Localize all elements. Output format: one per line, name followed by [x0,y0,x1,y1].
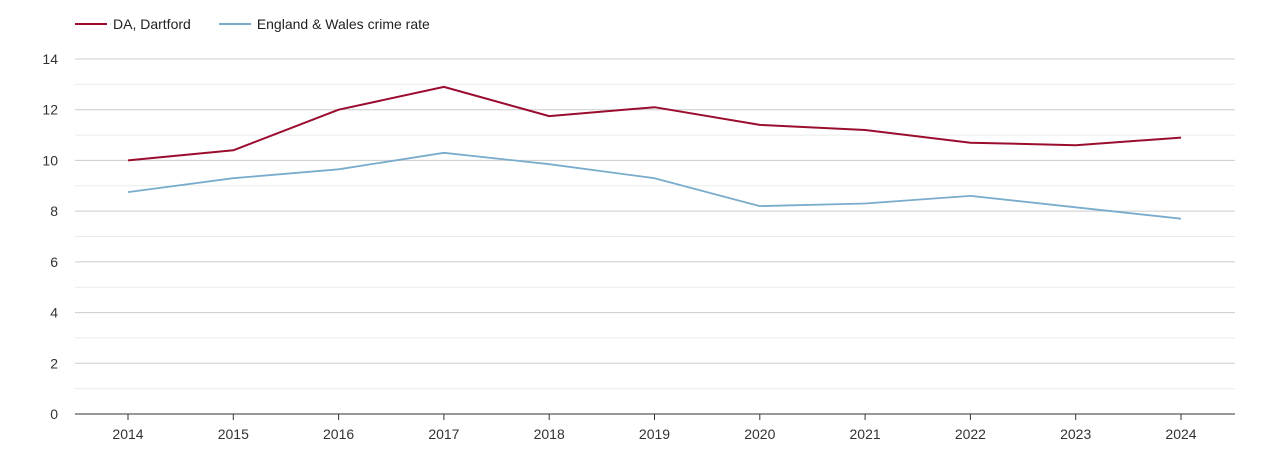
x-tick-label: 2021 [850,426,881,442]
data-point-dartford[interactable] [859,124,871,136]
data-point-england-wales[interactable] [649,172,661,184]
data-point-england-wales[interactable] [227,172,239,184]
y-tick-label: 4 [50,305,58,321]
x-tick-label: 2014 [112,426,143,442]
legend-swatch-dartford [75,23,107,25]
legend-label-england-wales: England & Wales crime rate [256,16,430,32]
y-tick-label: 6 [50,254,58,270]
x-tick-label: 2016 [323,426,354,442]
y-tick-label: 0 [50,406,58,422]
data-point-england-wales[interactable] [333,163,345,175]
y-tick-label: 8 [50,203,58,219]
x-tick-label: 2023 [1060,426,1091,442]
series-line-england-wales [127,151,1182,220]
data-point-dartford[interactable] [964,137,976,149]
legend-swatch-england-wales [218,23,251,25]
x-tick-label: 2015 [218,426,249,442]
data-point-england-wales[interactable] [543,158,555,170]
data-point-england-wales[interactable] [1070,201,1082,213]
data-point-dartford[interactable] [649,101,661,113]
data-point-england-wales[interactable] [438,147,450,159]
legend-label-dartford: DA, Dartford [113,16,191,32]
y-tick-label: 10 [42,152,58,168]
data-point-dartford[interactable] [1070,139,1082,151]
data-point-dartford[interactable] [543,110,555,122]
data-point-dartford[interactable] [1175,132,1187,144]
data-point-england-wales[interactable] [122,186,134,198]
gridlines [75,58,1235,415]
data-point-dartford[interactable] [438,81,450,93]
data-point-england-wales[interactable] [754,200,766,212]
x-tick-label: 2019 [639,426,670,442]
data-point-dartford[interactable] [122,154,134,166]
y-axis-ticks: 0 2 4 6 8 10 12 14 [42,51,58,422]
x-tick-label: 2022 [955,426,986,442]
series-line-dartford [127,85,1182,162]
data-point-england-wales[interactable] [1175,213,1187,225]
data-point-dartford[interactable] [227,144,239,156]
legend-item-england-wales[interactable]: England & Wales crime rate [218,16,430,32]
data-point-dartford[interactable] [333,104,345,116]
legend: DA, Dartford England & Wales crime rate [75,16,430,32]
x-tick-label: 2024 [1165,426,1196,442]
x-tick-label: 2020 [744,426,775,442]
series-lines [122,81,1187,225]
y-tick-label: 12 [42,102,58,118]
y-tick-label: 14 [42,51,58,67]
data-point-england-wales[interactable] [964,190,976,202]
x-axis-ticks: 2014 2015 2016 2017 2018 2019 2020 2021 2022 2023… [112,414,1197,442]
x-tick-label: 2018 [534,426,565,442]
y-tick-label: 2 [50,355,58,371]
data-point-england-wales[interactable] [859,198,871,210]
legend-item-dartford[interactable]: DA, Dartford [75,16,191,32]
data-point-dartford[interactable] [754,119,766,131]
x-tick-label: 2017 [428,426,459,442]
